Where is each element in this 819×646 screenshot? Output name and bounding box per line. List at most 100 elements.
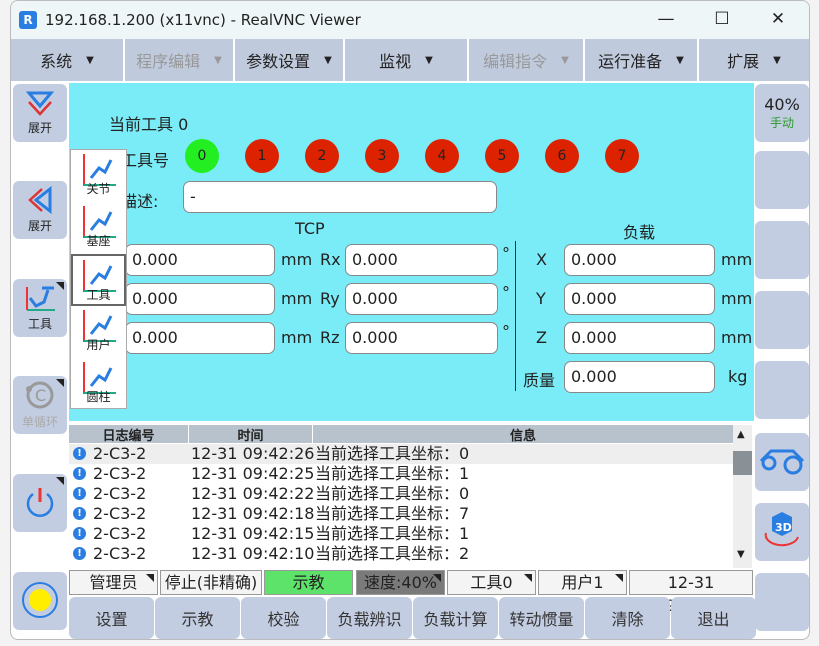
load-input[interactable]: 0.000 [564, 361, 715, 393]
col-info: 信息 [509, 429, 536, 444]
tcp-rotation-input[interactable]: 0.000 [345, 244, 498, 276]
log-row[interactable]: ! 2-C3-2 12-31 09:42:22 当前选择工具坐标：0 [69, 484, 733, 504]
status-clock: 12-31 09:48:14 [629, 570, 753, 615]
menu-3[interactable]: 监视 ▼ [345, 39, 469, 81]
divider [515, 241, 516, 391]
left-btn-1[interactable]: 展开 [13, 181, 67, 239]
tool-number-5[interactable]: 5 [485, 139, 519, 173]
log-scrollbar[interactable]: ▲ ▼ [733, 425, 752, 568]
unit-label: mm [281, 328, 313, 347]
menu-label: 扩展 [727, 52, 760, 71]
expand-down-icon [25, 90, 55, 119]
right-btn-3[interactable] [755, 291, 809, 349]
degree-unit: ° [502, 244, 510, 263]
tool-number-0[interactable]: 0 [185, 139, 219, 173]
left-btn-3[interactable]: C 单循环 [13, 376, 67, 434]
description-input[interactable]: - [183, 181, 497, 213]
log-row[interactable]: ! 2-C3-2 12-31 09:42:15 当前选择工具坐标：1 [69, 524, 733, 544]
left-btn-2[interactable]: 工具 [13, 279, 67, 337]
coord-option-0[interactable]: 关节 [71, 150, 126, 202]
close-button[interactable]: ✕ [770, 9, 786, 29]
right-btn-1[interactable] [755, 151, 809, 209]
bottom-btn-2[interactable]: 校验 [241, 597, 326, 639]
tool-number-7[interactable]: 7 [605, 139, 639, 173]
right-btn-4[interactable] [755, 361, 809, 419]
log-message: 当前选择工具坐标：2 [315, 544, 470, 563]
menu-label: 程序编辑 [136, 52, 201, 71]
coord-option-1[interactable]: 基座 [71, 202, 126, 254]
unit-label: mm [721, 250, 753, 269]
bottom-btn-4[interactable]: 负载计算 [413, 597, 498, 639]
bottom-btn-6[interactable]: 清除 [585, 597, 670, 639]
log-row[interactable]: ! 2-C3-2 12-31 09:42:18 当前选择工具坐标：7 [69, 504, 733, 524]
unit-label: kg [728, 367, 748, 386]
bottom-btn-7[interactable]: 退出 [671, 597, 756, 639]
info-icon: ! [73, 447, 86, 460]
menu-label: 参数设置 [246, 52, 311, 71]
log-id: 2-C3-2 [93, 544, 147, 563]
right-btn-2[interactable] [755, 221, 809, 279]
menu-bar: 系统 ▼ 程序编辑 ▼ 参数设置 ▼ 监视 ▼ 编辑指令 ▼ 运行准备 ▼ 扩展 ▼ [11, 39, 809, 81]
menu-4[interactable]: 编辑指令 ▼ [469, 39, 585, 81]
log-time: 12-31 09:42:25 [191, 464, 315, 483]
info-icon: ! [73, 487, 86, 500]
right-btn-6[interactable]: 3D [755, 503, 809, 561]
left-btn-5[interactable] [13, 572, 67, 630]
tool-number-4[interactable]: 4 [425, 139, 459, 173]
menu-0[interactable]: 系统 ▼ [11, 39, 125, 81]
coord-option-label: 用户 [86, 338, 111, 352]
log-row[interactable]: ! 2-C3-2 12-31 09:42:10 当前选择工具坐标：2 [69, 544, 733, 564]
tcp-rotation-input[interactable]: 0.000 [345, 283, 498, 315]
coord-option-3[interactable]: 用户 [71, 306, 126, 358]
status-tool[interactable]: 工具0 [447, 570, 536, 595]
tool-number-3[interactable]: 3 [365, 139, 399, 173]
status-speed[interactable]: 速度:40% [356, 570, 445, 595]
right-btn-7[interactable] [755, 573, 809, 631]
coord-option-4[interactable]: 圆柱 [71, 358, 126, 410]
status-lamp-icon [21, 581, 59, 622]
menu-1[interactable]: 程序编辑 ▼ [125, 39, 235, 81]
log-row[interactable]: ! 2-C3-2 12-31 09:42:26 当前选择工具坐标：0 [69, 444, 733, 464]
tool-number-6[interactable]: 6 [545, 139, 579, 173]
dropdown-arrow-icon: ▼ [561, 54, 569, 66]
scroll-thumb[interactable] [733, 451, 752, 475]
right-btn-0[interactable]: 40% 手动 [755, 84, 809, 142]
vnc-window: R 192.168.1.200 (x11vnc) - RealVNC Viewe… [10, 0, 810, 640]
tcp-rotation-input[interactable]: 0.000 [345, 322, 498, 354]
single-cycle-icon: C [24, 380, 56, 413]
dropdown-arrow-icon: ▼ [86, 54, 94, 66]
coord-option-2[interactable]: 工具 [71, 254, 126, 306]
menu-6[interactable]: 扩展 ▼ [699, 39, 809, 81]
load-input[interactable]: 0.000 [564, 283, 715, 315]
info-icon: ! [73, 507, 86, 520]
right-btn-5[interactable] [755, 433, 809, 491]
left-btn-0[interactable]: 展开 [13, 84, 67, 142]
tool-number-1[interactable]: 1 [245, 139, 279, 173]
tcp-xyz-input[interactable]: 0.000 [125, 322, 275, 354]
bottom-btn-0[interactable]: 设置 [69, 597, 154, 639]
left-btn-4[interactable] [13, 474, 67, 532]
scroll-down-icon[interactable]: ▼ [737, 549, 745, 560]
tcp-xyz-input[interactable]: 0.000 [125, 244, 275, 276]
tcp-xyz-input[interactable]: 0.000 [125, 283, 275, 315]
menu-5[interactable]: 运行准备 ▼ [585, 39, 699, 81]
tool-number-2[interactable]: 2 [305, 139, 339, 173]
log-row[interactable]: ! 2-C3-2 12-31 09:42:25 当前选择工具坐标：1 [69, 464, 733, 484]
bottom-btn-3[interactable]: 负载辨识 [327, 597, 412, 639]
scroll-up-icon[interactable]: ▲ [737, 429, 745, 440]
bottom-btn-5[interactable]: 转动惯量 [499, 597, 584, 639]
bottom-btn-1[interactable]: 示教 [155, 597, 240, 639]
coordinate-popup-menu: 关节 基座 工具用户圆柱 [70, 149, 127, 409]
left-btn-label: 展开 [27, 121, 52, 135]
minimize-button[interactable]: — [657, 9, 675, 29]
load-header: 负载 [623, 223, 656, 242]
maximize-button[interactable]: ☐ [714, 9, 730, 29]
load-input[interactable]: 0.000 [564, 322, 715, 354]
menu-2[interactable]: 参数设置 ▼ [235, 39, 345, 81]
window-title: 192.168.1.200 (x11vnc) - RealVNC Viewer [45, 11, 361, 29]
status-user[interactable]: 管理员 [69, 570, 158, 595]
rotation-label: Ry [320, 289, 340, 308]
current-tool-label: 当前工具 0 [109, 115, 189, 134]
status-frame[interactable]: 用户1 [538, 570, 627, 595]
load-input[interactable]: 0.000 [564, 244, 715, 276]
